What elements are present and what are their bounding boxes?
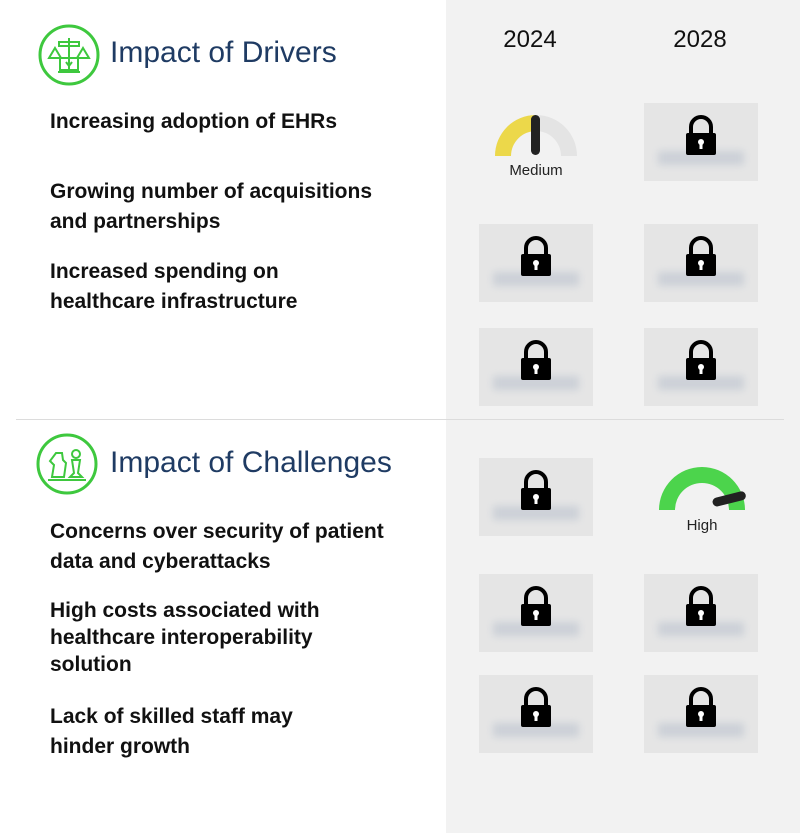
locked-rating-tile[interactable] [479,675,593,753]
padlock-icon [521,586,551,626]
locked-rating-tile[interactable] [644,103,758,181]
high-gauge [647,464,757,517]
locked-rating-tile[interactable] [644,574,758,652]
padlock-icon [686,586,716,626]
high-gauge-label: High [686,517,718,534]
section-divider [16,419,784,420]
locked-rating-tile[interactable] [644,328,758,406]
challenge-label-3: Lack of skilled staff may hinder growth [50,705,293,758]
balance-scale-icon [38,24,100,86]
driver-label-1: Increasing adoption of EHRs [50,110,338,133]
year-2028-header: 2028 [673,26,727,53]
challenge-label-2: High costs associated with healthcare in… [50,599,320,676]
padlock-icon [686,236,716,276]
medium-gauge [481,110,591,163]
driver-label-2: Growing number of acquisitions and partn… [50,180,373,233]
locked-rating-tile[interactable] [479,458,593,536]
chess-pieces-icon [36,433,98,495]
challenge-label-1: Concerns over security of patient data a… [50,520,384,573]
challenges-title: Impact of Challenges [110,446,392,479]
locked-rating-tile[interactable] [644,224,758,302]
driver-label-3: Increased spending on healthcare infrast… [50,260,298,313]
drivers-title: Impact of Drivers [110,36,337,69]
padlock-icon [521,470,551,510]
padlock-icon [521,340,551,380]
locked-rating-tile[interactable] [644,675,758,753]
locked-rating-tile[interactable] [479,328,593,406]
padlock-icon [686,687,716,727]
padlock-icon [686,340,716,380]
locked-rating-tile[interactable] [479,224,593,302]
padlock-icon [686,115,716,155]
padlock-icon [521,687,551,727]
medium-gauge-label: Medium [509,162,563,179]
year-2024-header: 2024 [503,26,557,53]
padlock-icon [521,236,551,276]
locked-rating-tile[interactable] [479,574,593,652]
